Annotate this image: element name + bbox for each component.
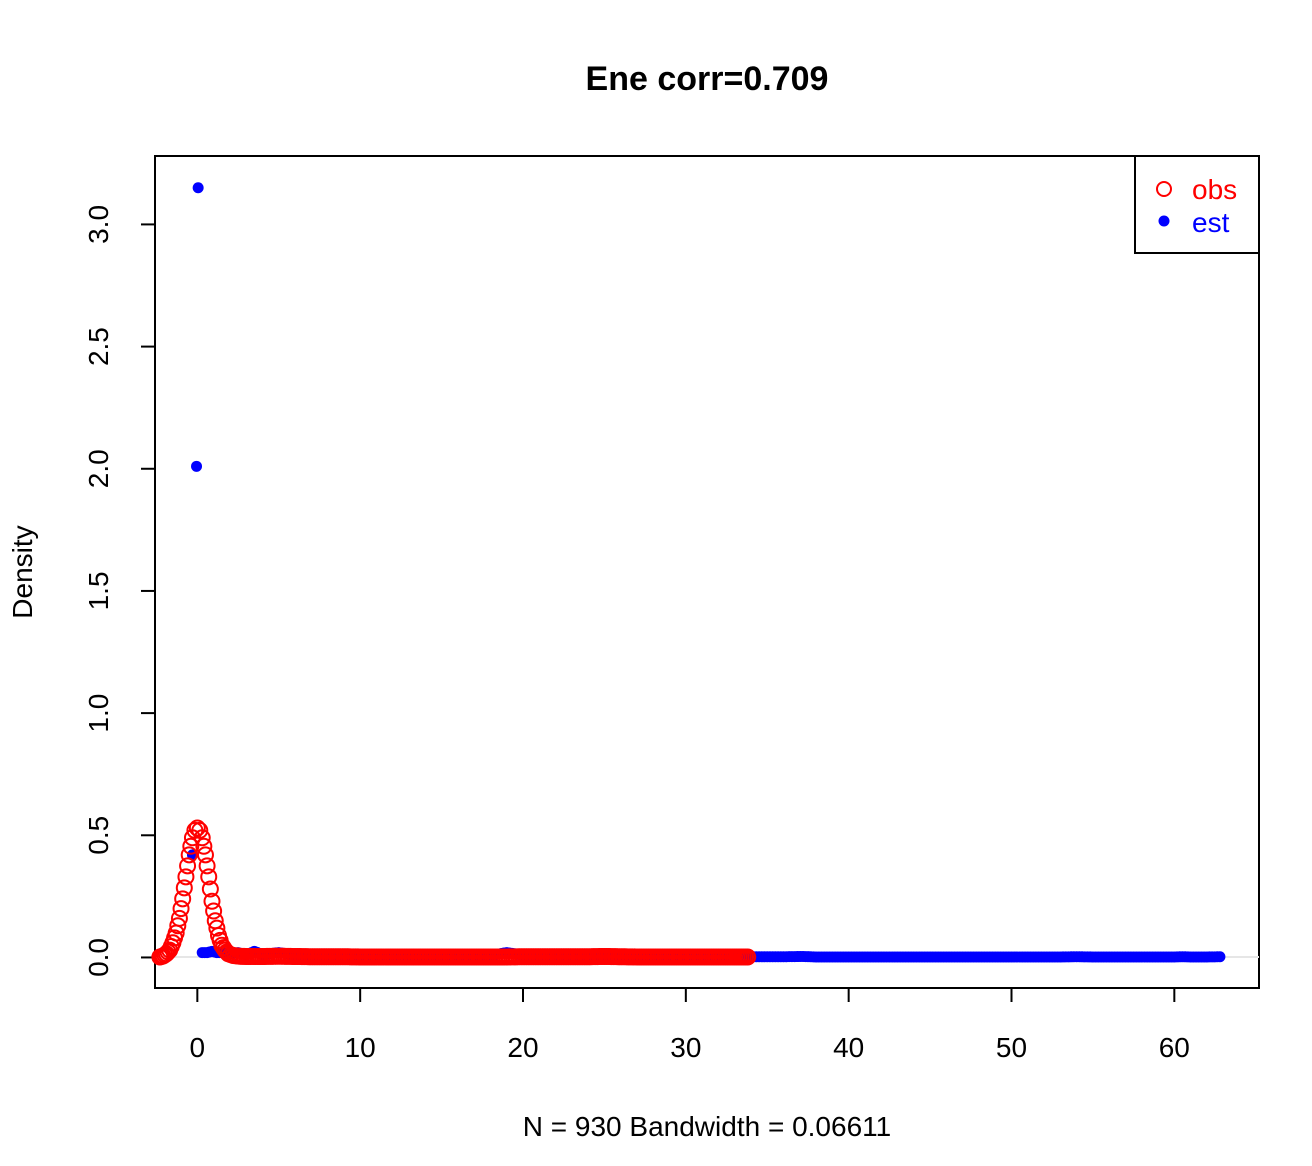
- obs-point: [177, 868, 195, 886]
- x-axis-label: N = 930 Bandwidth = 0.06611: [523, 1111, 891, 1142]
- obs-point: [196, 846, 214, 864]
- obs-point: [201, 880, 219, 898]
- y-tick-label: 2.5: [83, 327, 114, 366]
- obs-point: [175, 879, 193, 897]
- x-tick-label: 0: [190, 1032, 206, 1063]
- x-axis: 0 10 20 30 40 50 60: [190, 987, 1190, 1063]
- legend-obs-label: obs: [1192, 174, 1237, 205]
- y-tick-label: 1.5: [83, 571, 114, 610]
- obs-point: [169, 917, 187, 935]
- est-point: [192, 182, 204, 194]
- y-tick-label: 0.5: [83, 816, 114, 855]
- y-tick-label: 3.0: [83, 205, 114, 244]
- obs-point: [195, 837, 213, 855]
- est-point: [191, 460, 203, 472]
- x-tick-label: 30: [670, 1032, 701, 1063]
- x-tick-label: 10: [345, 1032, 376, 1063]
- obs-point: [200, 868, 218, 886]
- series-est: [186, 182, 1226, 963]
- obs-point: [739, 948, 757, 966]
- legend-est-marker: [1158, 215, 1170, 227]
- obs-point: [188, 819, 206, 837]
- chart-title: Ene corr=0.709: [586, 60, 829, 98]
- obs-point: [198, 857, 216, 875]
- obs-point: [205, 902, 223, 920]
- obs-point: [174, 890, 192, 908]
- obs-point: [203, 892, 221, 910]
- obs-point: [172, 900, 190, 918]
- obs-point: [179, 857, 197, 875]
- est-point: [1214, 951, 1226, 963]
- y-axis-label: Density: [7, 525, 38, 618]
- obs-point: [191, 821, 209, 839]
- obs-point: [208, 919, 226, 937]
- obs-point: [193, 829, 211, 847]
- plot-frame: [154, 155, 1260, 989]
- y-tick-label: 2.0: [83, 449, 114, 488]
- legend-box: [1134, 155, 1260, 254]
- obs-point: [182, 837, 200, 855]
- x-tick-label: 60: [1159, 1032, 1190, 1063]
- legend-est-label: est: [1192, 207, 1230, 238]
- series-obs: [151, 819, 757, 966]
- x-tick-label: 40: [833, 1032, 864, 1063]
- y-axis: 0.0 0.5 1.0 1.5 2.0 2.5 3.0: [83, 205, 156, 977]
- x-tick-label: 50: [996, 1032, 1027, 1063]
- x-tick-label: 20: [507, 1032, 538, 1063]
- obs-point: [180, 846, 198, 864]
- legend: obs est: [1134, 155, 1260, 254]
- legend-obs-marker: [1156, 181, 1172, 197]
- obs-point: [170, 909, 188, 927]
- y-tick-label: 0.0: [83, 938, 114, 977]
- y-tick-label: 1.0: [83, 694, 114, 733]
